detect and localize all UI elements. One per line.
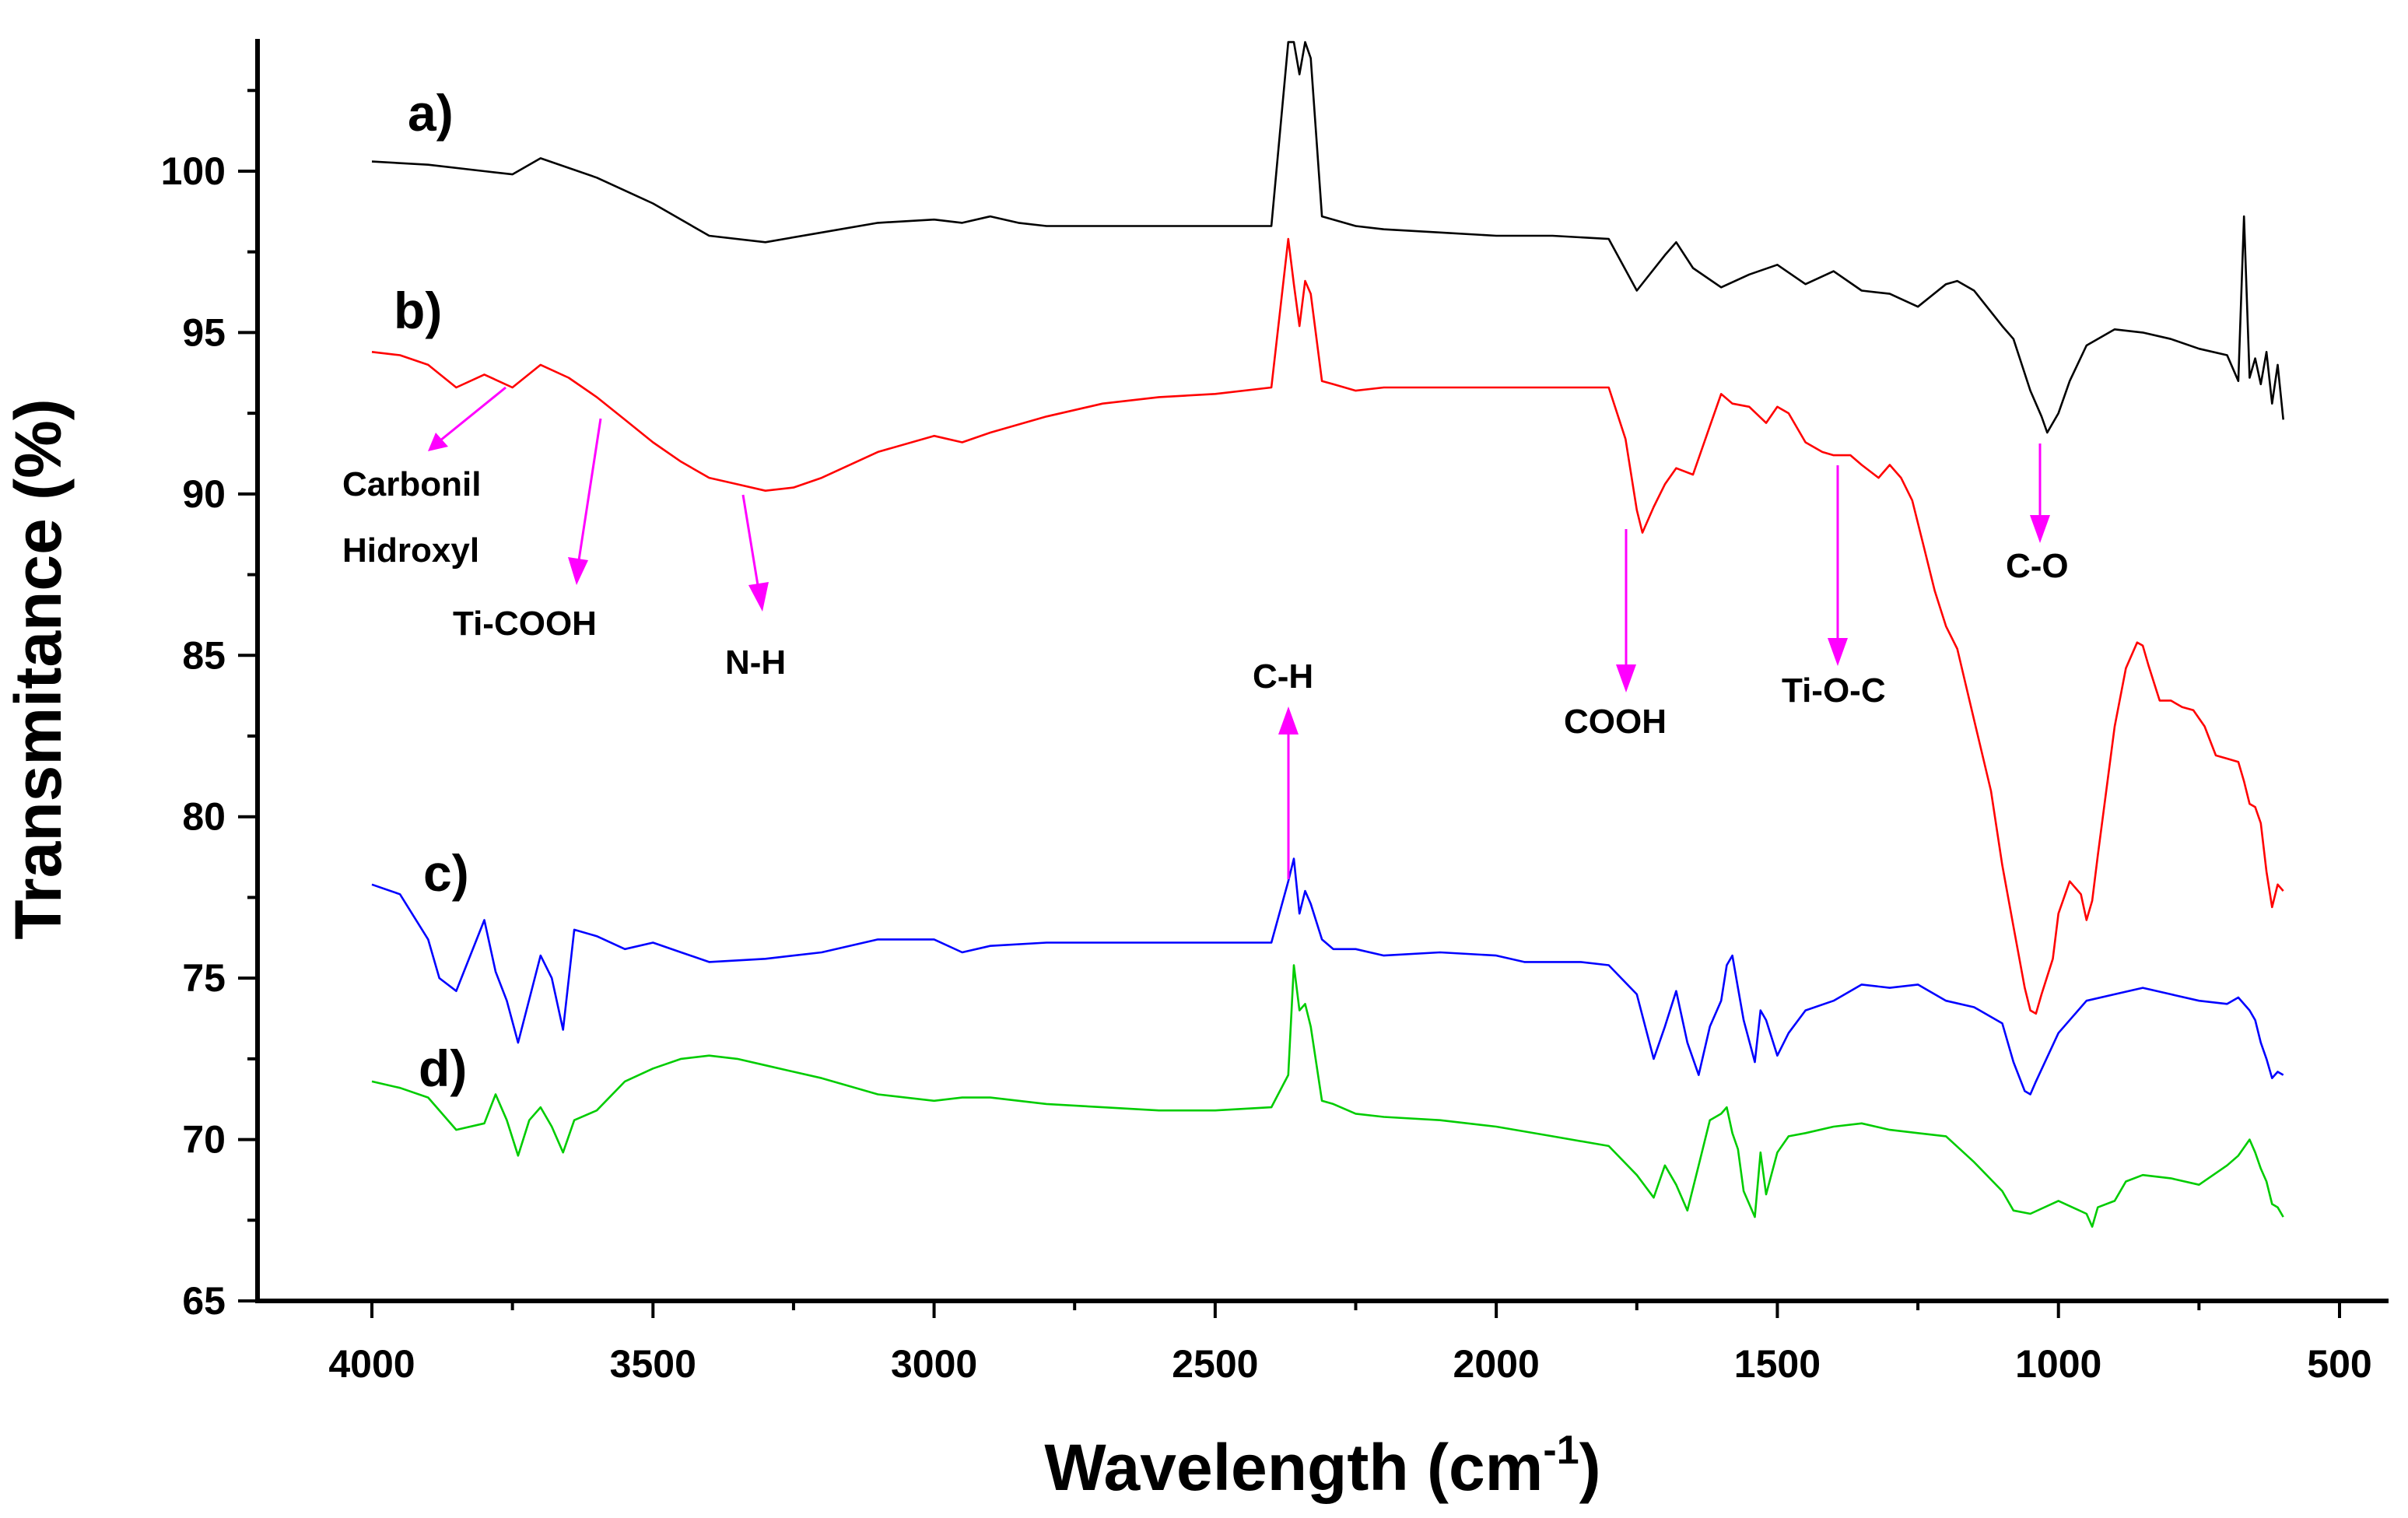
annot-carbonil: Carbonil: [342, 465, 481, 503]
x-axis-title: Wavelength (cm-1): [1044, 1428, 1600, 1504]
y-tick-label: 70: [182, 1118, 226, 1162]
x-tick-label: 500: [2307, 1342, 2371, 1386]
arrow-n-h: [741, 494, 759, 586]
series-line-a: [371, 40, 2284, 434]
arrow-ti-cooh: [577, 418, 602, 561]
annot-c-h: C-H: [1253, 657, 1313, 696]
tick-layer: 4000 3500 3000 2500 2000 1500 1000 500 65 70 75 80 8…: [161, 89, 2372, 1386]
series-label-d: d): [419, 1039, 467, 1097]
arrow-ti-o-c-head: [1828, 638, 1848, 666]
series-line-b: [371, 237, 2284, 1015]
arrow-n-h-head: [748, 582, 769, 612]
annot-c-o: C-O: [2006, 547, 2069, 585]
x-tick-label: 2000: [1453, 1342, 1540, 1386]
annot-hidroxyl: Hidroxyl: [342, 531, 479, 570]
y-tick-label: 80: [182, 795, 226, 839]
y-tick-label: 100: [161, 149, 226, 193]
y-tick-label: 95: [182, 310, 226, 354]
x-tick-label: 1000: [2015, 1342, 2101, 1386]
x-tick-label: 3500: [610, 1342, 696, 1386]
y-axis-title: Transmitance (%): [2, 398, 75, 940]
series-label-c: c): [423, 844, 469, 902]
y-tick-label: 90: [182, 472, 226, 516]
annot-ti-o-c: Ti-O-C: [1782, 671, 1886, 710]
arrow-cooh-head: [1616, 664, 1636, 692]
arrow-c-h-head: [1278, 706, 1299, 734]
y-tick-label: 85: [182, 633, 226, 677]
annotation-arrows: [428, 386, 2050, 879]
axes: [255, 39, 2389, 1303]
x-tick-label: 4000: [328, 1342, 415, 1386]
annot-n-h: N-H: [725, 643, 786, 682]
arrow-carbonil: [440, 386, 506, 442]
x-tick-label: 3000: [891, 1342, 977, 1386]
arrow-carbonil-head: [428, 433, 448, 451]
x-tick-label: 1500: [1734, 1342, 1821, 1386]
arrow-ti-cooh-head: [568, 557, 588, 585]
series-label-b: b): [394, 282, 442, 339]
series-line-c: [371, 857, 2284, 1096]
series-line-d: [371, 964, 2284, 1228]
y-tick-label: 75: [182, 956, 226, 1000]
arrow-c-o-head: [2030, 515, 2050, 543]
series-label-a: a): [408, 84, 454, 142]
series-layer: [371, 40, 2284, 1228]
y-tick-label: 65: [182, 1279, 226, 1323]
annot-ti-cooh: Ti-COOH: [453, 605, 597, 643]
x-tick-label: 2500: [1172, 1342, 1258, 1386]
annot-cooh: COOH: [1564, 703, 1667, 741]
